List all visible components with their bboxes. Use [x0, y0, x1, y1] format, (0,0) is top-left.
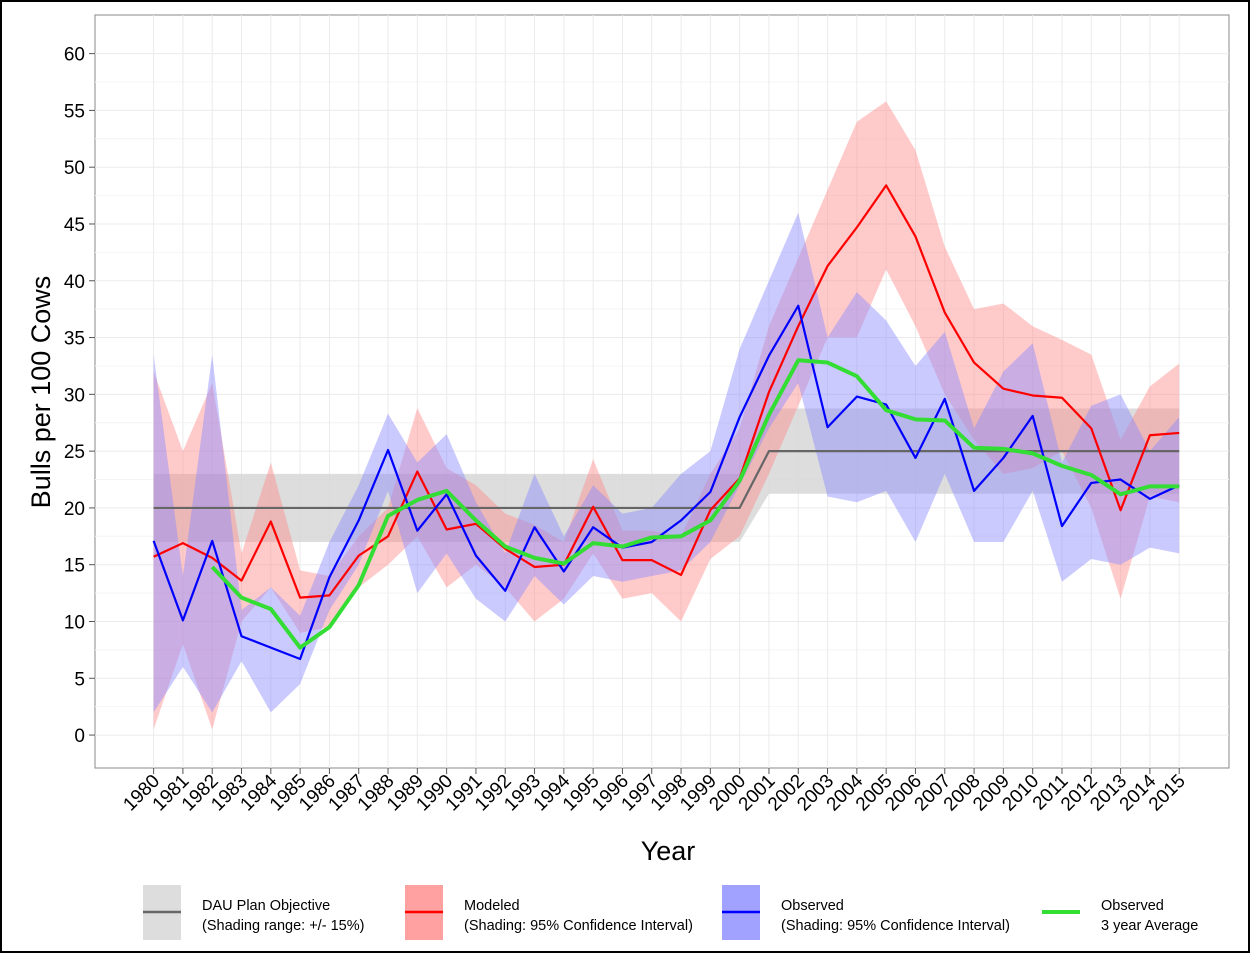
- y-tick-label: 5: [74, 669, 85, 690]
- x-axis-title: Year: [641, 836, 696, 866]
- legend-label: (Shading: 95% Confidence Interval): [464, 918, 693, 934]
- legend-label: Observed: [1101, 898, 1164, 914]
- series-line: [153, 184, 1180, 599]
- confidence-band: [153, 212, 1180, 713]
- y-tick-label: 55: [64, 101, 85, 122]
- y-tick-label: 50: [64, 158, 85, 179]
- y-tick-label: 25: [64, 442, 85, 463]
- y-tick-label: 30: [64, 385, 85, 406]
- y-tick-label: 35: [64, 329, 85, 350]
- legend-label: (Shading: 95% Confidence Interval): [781, 918, 1010, 934]
- plot-panel: [94, 14, 1230, 769]
- legend-label: DAU Plan Objective: [202, 898, 330, 914]
- y-tick-label: 15: [64, 556, 85, 577]
- y-tick-label: 20: [64, 499, 85, 520]
- legend-label: Modeled: [464, 898, 520, 914]
- legend-label: 3 year Average: [1101, 918, 1198, 934]
- legend-label: (Shading range: +/- 15%): [202, 918, 364, 934]
- y-tick-label: 45: [64, 215, 85, 236]
- y-axis-title: Bulls per 100 Cows: [26, 276, 56, 509]
- legend-label: Observed: [781, 898, 844, 914]
- y-tick-label: 0: [74, 726, 85, 747]
- y-tick-label: 40: [64, 272, 85, 293]
- y-tick-label: 60: [64, 45, 85, 66]
- series-line: [210, 358, 1180, 650]
- y-tick-label: 10: [64, 612, 85, 633]
